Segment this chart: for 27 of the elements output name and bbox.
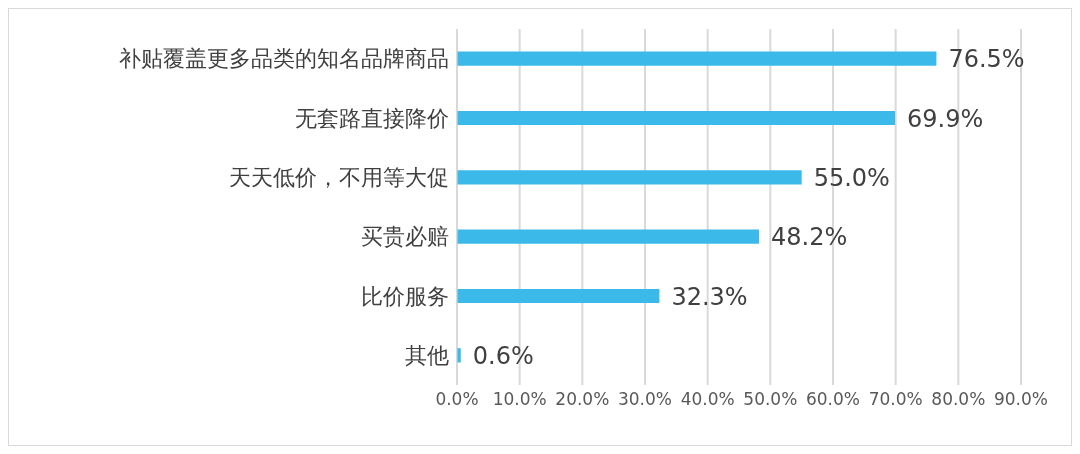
data-label: 76.5% — [948, 45, 1025, 74]
x-tick-label: 40.0% — [680, 389, 735, 410]
x-tick-label: 60.0% — [805, 389, 861, 410]
y-tick-label: 天天低价，不用等大促 — [229, 165, 449, 191]
data-label: 55.0% — [813, 163, 890, 192]
x-tick-label: 80.0% — [931, 389, 986, 410]
y-tick-label: 补贴覆盖更多品类的知名品牌商品 — [119, 46, 449, 72]
x-tick-label: 90.0% — [993, 389, 1049, 410]
bar — [457, 229, 760, 244]
x-tick-label: 70.0% — [868, 389, 923, 410]
x-tick-label: 50.0% — [743, 389, 798, 410]
x-tick-label: 30.0% — [617, 389, 673, 410]
x-tick-label: 20.0% — [555, 389, 610, 410]
y-tick-label: 无套路直接降价 — [295, 105, 449, 131]
x-tick-label: 10.0% — [492, 389, 547, 410]
bar — [457, 51, 937, 66]
data-label: 48.2% — [771, 223, 848, 252]
bar — [457, 288, 660, 304]
bar — [457, 170, 802, 185]
data-label: 32.3% — [671, 282, 748, 311]
data-label: 69.9% — [907, 104, 984, 133]
x-tick-label: 0.0% — [435, 389, 479, 410]
bar — [457, 110, 896, 126]
y-tick-label: 买贵必赔 — [361, 224, 449, 250]
y-tick-label: 其他 — [405, 343, 449, 369]
data-label: 0.6% — [472, 341, 534, 370]
y-tick-label: 比价服务 — [361, 283, 449, 309]
